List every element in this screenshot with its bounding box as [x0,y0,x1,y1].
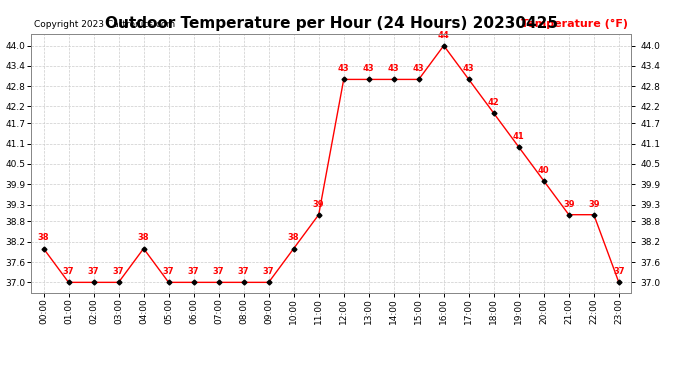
Text: 37: 37 [113,267,124,276]
Text: 43: 43 [338,64,350,74]
Text: 38: 38 [288,234,299,243]
Text: 42: 42 [488,98,500,107]
Text: 39: 39 [563,200,575,208]
Text: 38: 38 [138,234,149,243]
Text: 43: 43 [413,64,424,74]
Text: 37: 37 [213,267,224,276]
Text: 37: 37 [238,267,249,276]
Text: 38: 38 [38,234,49,243]
Text: 41: 41 [513,132,524,141]
Text: 43: 43 [463,64,475,74]
Text: 37: 37 [63,267,75,276]
Text: 39: 39 [313,200,324,208]
Text: 37: 37 [613,267,624,276]
Text: 37: 37 [263,267,275,276]
Title: Outdoor Temperature per Hour (24 Hours) 20230425: Outdoor Temperature per Hour (24 Hours) … [105,16,558,31]
Text: Temperature (°F): Temperature (°F) [522,18,629,28]
Text: 43: 43 [363,64,375,74]
Text: 37: 37 [88,267,99,276]
Text: 39: 39 [588,200,600,208]
Text: 37: 37 [163,267,175,276]
Text: 44: 44 [438,30,450,39]
Text: 43: 43 [388,64,400,74]
Text: 37: 37 [188,267,199,276]
Text: 40: 40 [538,166,550,175]
Text: Copyright 2023 Cartronics.com: Copyright 2023 Cartronics.com [34,20,175,28]
